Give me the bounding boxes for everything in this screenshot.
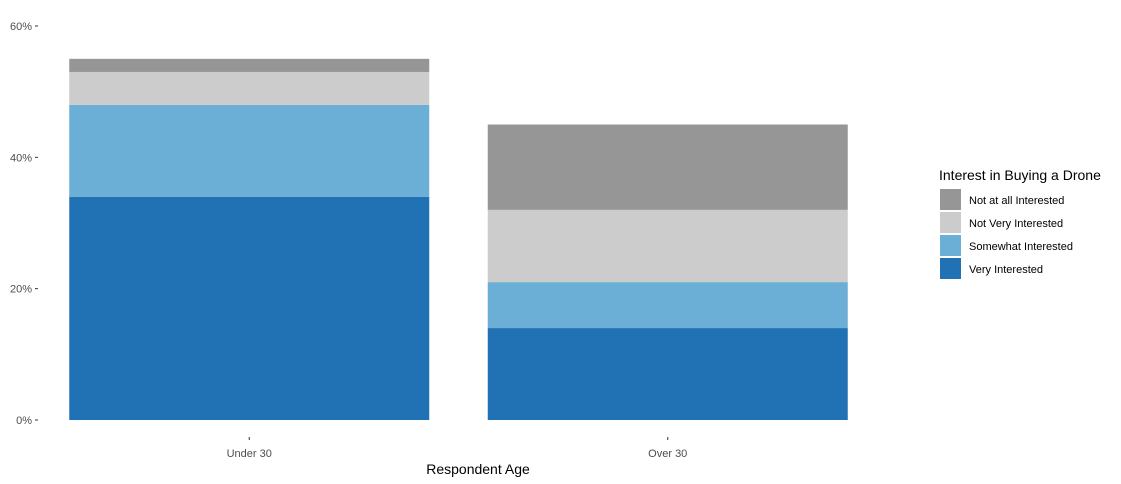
legend-label-not-very-interested: Not Very Interested [969, 218, 1063, 230]
legend-title: Interest in Buying a Drone [939, 167, 1101, 183]
x-tick-label: Under 30 [227, 448, 272, 460]
legend-key-somewhat-interested [940, 235, 961, 256]
y-axis: 0% 20% 40% 60% [10, 21, 38, 427]
bar-over-30-very-interested [487, 328, 848, 420]
legend-key-very-interested [940, 258, 961, 279]
y-tick-label: 60% [10, 21, 32, 33]
x-axis-title: Respondent Age [426, 461, 530, 477]
bar-under-30-not-at-all-interested [69, 58, 430, 72]
bar-over-30-not-very-interested [487, 209, 848, 283]
y-tick-label: 40% [10, 152, 32, 164]
bar-over-30-not-at-all-interested [487, 124, 848, 210]
bars-layer [69, 58, 848, 420]
y-tick-label: 0% [16, 415, 32, 427]
legend-label-very-interested: Very Interested [969, 264, 1043, 276]
bar-over-30-somewhat-interested [487, 282, 848, 329]
x-axis: Under 30 Over 30 [227, 437, 687, 460]
y-tick-label: 20% [10, 284, 32, 296]
legend-key-not-at-all-interested [940, 189, 961, 210]
x-tick-label: Over 30 [648, 448, 687, 460]
legend-label-somewhat-interested: Somewhat Interested [969, 241, 1073, 253]
bar-under-30-not-very-interested [69, 71, 430, 105]
legend-key-not-very-interested [940, 212, 961, 233]
legend-label-not-at-all-interested: Not at all Interested [969, 195, 1064, 207]
bar-under-30-somewhat-interested [69, 104, 430, 197]
bar-under-30-very-interested [69, 196, 430, 420]
legend: Interest in Buying a Drone Not at all In… [939, 167, 1101, 279]
